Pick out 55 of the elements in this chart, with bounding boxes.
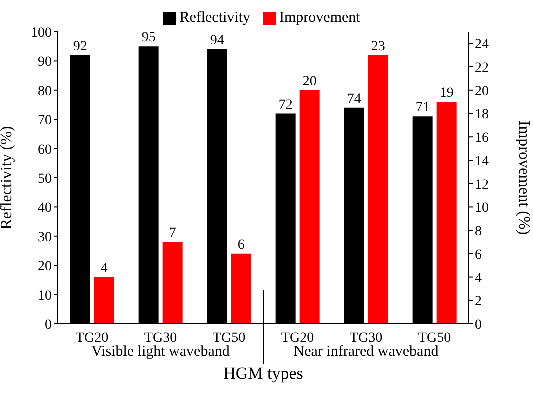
y2-tick-label: 24 — [475, 38, 489, 53]
bar — [300, 90, 320, 324]
bar — [162, 242, 183, 324]
y2-tick-label: 20 — [475, 84, 489, 100]
y-tick-label: 20 — [38, 260, 52, 275]
data-label: 23 — [371, 39, 386, 54]
data-label: 94 — [210, 34, 224, 49]
x-axis-title: HGM types — [222, 364, 304, 384]
x-tick-label: TG50 — [212, 330, 246, 346]
legend-label: Reflectivity — [180, 10, 250, 27]
x-tick-label: TG20 — [281, 330, 314, 346]
y2-tick-label: 8 — [475, 224, 482, 240]
bar — [231, 254, 252, 324]
y-tick-label: 80 — [38, 84, 52, 100]
bar — [368, 55, 388, 324]
x-tick-label: TG30 — [350, 330, 383, 346]
y2-tick-label: 16 — [475, 131, 489, 146]
y2-tick-label: 12 — [475, 178, 489, 193]
y2-tick-label: 18 — [475, 108, 489, 123]
y2-tick-label: 6 — [475, 248, 482, 263]
y-tick-label: 10 — [38, 288, 52, 304]
y2-axis-title: Improvement (%) — [515, 120, 532, 236]
data-label: 92 — [73, 39, 88, 54]
bar — [94, 277, 114, 324]
y-tick-label: 90 — [38, 55, 52, 70]
data-label: 4 — [100, 261, 108, 276]
y2-tick-label: 14 — [475, 154, 489, 170]
y2-tick-label: 2 — [475, 294, 482, 310]
text: Near infrared waveband — [292, 344, 440, 361]
y-tick-label: 30 — [38, 230, 52, 246]
legend-label: Improvement — [280, 10, 360, 27]
y-tick-label: 60 — [38, 142, 52, 158]
y2-tick-label: 10 — [475, 201, 489, 216]
y-tick-label: 0 — [45, 318, 52, 333]
data-label: 6 — [238, 238, 245, 253]
y-tick-label: 50 — [38, 172, 52, 187]
data-label: 71 — [416, 100, 430, 116]
data-label: 74 — [347, 92, 362, 107]
x-tick-label: TG50 — [418, 330, 452, 346]
x-tick-label: TG20 — [76, 330, 109, 346]
data-label: 95 — [142, 30, 156, 46]
y2-tick-label: 22 — [475, 61, 489, 76]
data-label: 20 — [302, 74, 317, 90]
text: Visible light waveband — [90, 344, 231, 361]
x-tick-label: TG30 — [144, 330, 178, 346]
data-label: 72 — [278, 98, 293, 113]
y2-tick-label: 0 — [475, 318, 482, 333]
data-label: 19 — [440, 86, 454, 102]
bar — [436, 102, 457, 324]
data-label: 7 — [169, 226, 176, 242]
y-axis-title: Reflectivity (%) — [0, 126, 16, 230]
y-tick-label: 70 — [38, 114, 52, 129]
y-tick-label: 100 — [31, 26, 52, 41]
y-tick-label: 40 — [38, 201, 52, 216]
y2-tick-label: 4 — [475, 271, 482, 286]
